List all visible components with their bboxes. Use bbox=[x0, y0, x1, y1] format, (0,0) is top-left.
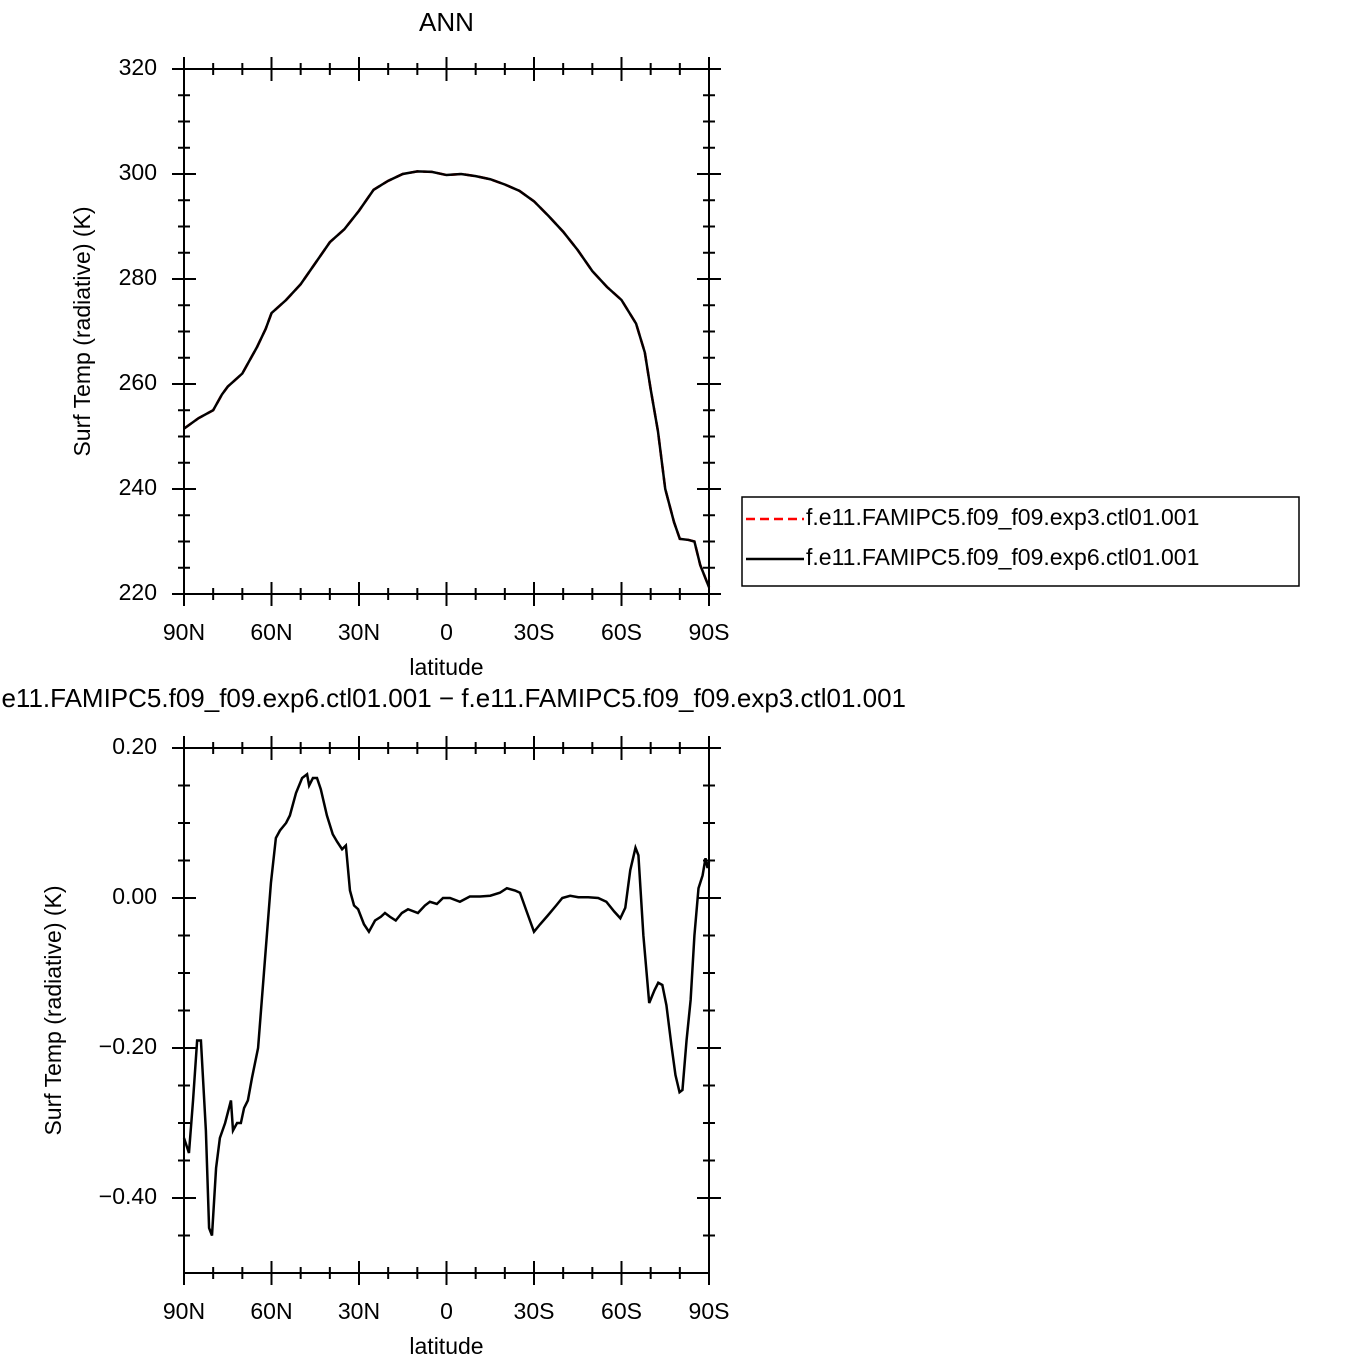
y-axis-label: Surf Temp (radiative) (K) bbox=[40, 885, 66, 1135]
x-tick-label: 30N bbox=[338, 1298, 380, 1324]
y-tick-label: 260 bbox=[119, 369, 157, 395]
legend-label: f.e11.FAMIPC5.f09_f09.exp6.ctl01.001 bbox=[806, 544, 1199, 570]
y-tick-label: −0.20 bbox=[99, 1033, 157, 1059]
plot-frame bbox=[183, 747, 710, 1274]
y-tick-label: −0.40 bbox=[99, 1183, 157, 1209]
x-tick-label: 30N bbox=[338, 619, 380, 645]
chart-title: f.e11.FAMIPC5.f09_f09.exp6.ctl01.001 − f… bbox=[0, 683, 906, 713]
x-tick-label: 60N bbox=[250, 619, 292, 645]
x-tick-label: 90S bbox=[689, 619, 730, 645]
legend-box bbox=[741, 496, 1300, 587]
x-tick-label: 60S bbox=[601, 1298, 642, 1324]
x-tick-label: 90N bbox=[163, 1298, 205, 1324]
y-tick-label: 0.20 bbox=[112, 733, 157, 759]
x-axis-label: latitude bbox=[409, 1333, 483, 1359]
x-tick-label: 0 bbox=[440, 1298, 453, 1324]
y-tick-label: 240 bbox=[119, 474, 157, 500]
y-tick-label: 280 bbox=[119, 264, 157, 290]
x-tick-label: 30S bbox=[514, 619, 555, 645]
legend-label: f.e11.FAMIPC5.f09_f09.exp3.ctl01.001 bbox=[806, 504, 1199, 530]
y-tick-label: 300 bbox=[119, 159, 157, 185]
data-line bbox=[183, 170, 711, 588]
y-tick-label: 220 bbox=[119, 579, 157, 605]
chart-title: ANN bbox=[419, 7, 474, 37]
y-axis-label: Surf Temp (radiative) (K) bbox=[69, 206, 95, 456]
plot-frame bbox=[183, 68, 710, 595]
x-tick-label: 60S bbox=[601, 619, 642, 645]
x-tick-label: 0 bbox=[440, 619, 453, 645]
y-tick-label: 0.00 bbox=[112, 883, 157, 909]
x-axis-label: latitude bbox=[409, 654, 483, 680]
data-line bbox=[182, 772, 711, 1236]
x-tick-label: 90N bbox=[163, 619, 205, 645]
y-tick-label: 320 bbox=[119, 54, 157, 80]
x-tick-label: 90S bbox=[689, 1298, 730, 1324]
x-tick-label: 30S bbox=[514, 1298, 555, 1324]
data-line bbox=[183, 170, 711, 588]
x-tick-label: 60N bbox=[250, 1298, 292, 1324]
